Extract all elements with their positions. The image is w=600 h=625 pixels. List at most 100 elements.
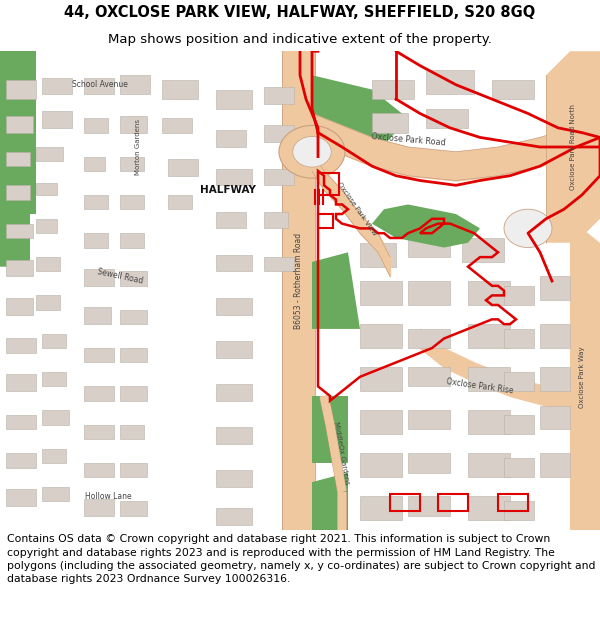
Bar xyxy=(84,157,105,171)
Bar xyxy=(216,89,252,109)
Bar xyxy=(408,329,450,348)
Bar xyxy=(120,233,144,248)
Bar xyxy=(468,368,510,391)
Bar xyxy=(318,173,339,195)
Text: 44, OXCLOSE PARK VIEW, HALFWAY, SHEFFIELD, S20 8GQ: 44, OXCLOSE PARK VIEW, HALFWAY, SHEFFIEL… xyxy=(64,5,536,20)
Bar xyxy=(540,276,570,300)
Bar xyxy=(84,499,114,516)
Bar xyxy=(42,111,72,128)
Bar xyxy=(468,496,510,521)
Bar xyxy=(216,298,252,314)
Bar xyxy=(42,334,66,348)
Text: HALFWAY: HALFWAY xyxy=(200,185,256,195)
Polygon shape xyxy=(312,472,348,530)
Bar xyxy=(120,195,144,209)
Text: Oxclose Park Road: Oxclose Park Road xyxy=(370,131,446,147)
Bar xyxy=(168,195,192,209)
Text: School Avenue: School Avenue xyxy=(72,80,128,89)
Text: Contains OS data © Crown copyright and database right 2021. This information is : Contains OS data © Crown copyright and d… xyxy=(7,534,596,584)
Bar xyxy=(120,386,147,401)
Bar xyxy=(120,501,147,516)
Bar xyxy=(6,415,36,429)
Bar xyxy=(492,80,534,99)
Bar xyxy=(42,487,69,501)
Bar xyxy=(6,374,36,391)
Bar xyxy=(6,259,33,276)
Text: MiddleOx Gardens: MiddleOx Gardens xyxy=(333,421,350,486)
Bar xyxy=(408,496,450,516)
Bar xyxy=(6,116,33,132)
Bar xyxy=(372,80,414,99)
Bar xyxy=(216,341,252,357)
Bar xyxy=(468,453,510,478)
Polygon shape xyxy=(0,185,30,267)
Bar xyxy=(84,463,114,478)
Polygon shape xyxy=(312,75,408,152)
Bar xyxy=(216,169,252,185)
Bar xyxy=(216,212,246,228)
Bar xyxy=(468,281,510,305)
Bar xyxy=(36,296,60,310)
Bar xyxy=(504,372,534,391)
Bar xyxy=(504,329,534,348)
Text: Hollow Lane: Hollow Lane xyxy=(85,492,131,501)
Bar xyxy=(408,281,450,305)
Bar xyxy=(504,286,534,305)
Bar xyxy=(6,453,36,468)
Bar xyxy=(120,75,150,94)
Polygon shape xyxy=(282,51,315,530)
Bar xyxy=(216,427,252,444)
Polygon shape xyxy=(546,51,600,242)
Bar xyxy=(360,242,396,267)
Bar xyxy=(360,496,402,521)
Text: Oxclose Park View: Oxclose Park View xyxy=(336,181,377,237)
Bar xyxy=(84,78,114,94)
Bar xyxy=(84,386,114,401)
Bar xyxy=(216,470,252,487)
Bar xyxy=(540,324,570,348)
Bar xyxy=(216,509,252,525)
Bar xyxy=(264,87,294,104)
Bar xyxy=(408,453,450,472)
Bar xyxy=(42,410,69,424)
Bar xyxy=(360,324,402,348)
Bar xyxy=(462,238,504,262)
Bar xyxy=(42,449,66,463)
Bar xyxy=(120,310,147,324)
Bar xyxy=(84,348,114,362)
Bar xyxy=(84,308,111,324)
Bar xyxy=(540,453,570,478)
Bar xyxy=(84,233,108,248)
Bar xyxy=(36,257,60,271)
Bar xyxy=(84,195,108,209)
Bar xyxy=(6,489,36,506)
Bar xyxy=(216,130,246,147)
Bar xyxy=(6,298,33,314)
Bar xyxy=(360,410,402,434)
Bar xyxy=(36,147,63,161)
Bar xyxy=(120,424,144,439)
Bar xyxy=(540,406,570,429)
Bar xyxy=(84,269,114,286)
Bar xyxy=(408,233,450,257)
Bar xyxy=(372,114,408,132)
Circle shape xyxy=(293,136,331,167)
Bar xyxy=(42,372,66,386)
Bar xyxy=(216,255,252,271)
Bar xyxy=(504,415,534,434)
Bar xyxy=(264,169,294,185)
Bar xyxy=(162,118,192,132)
Bar xyxy=(216,384,252,401)
Bar xyxy=(504,501,534,521)
Bar xyxy=(84,424,114,439)
Bar xyxy=(408,410,450,429)
Circle shape xyxy=(279,126,345,178)
Polygon shape xyxy=(0,51,36,214)
Circle shape xyxy=(504,209,552,248)
Bar xyxy=(390,494,420,511)
Bar xyxy=(120,271,147,286)
Bar xyxy=(426,71,474,94)
Bar xyxy=(36,183,57,195)
Bar xyxy=(438,494,468,511)
Bar xyxy=(120,348,147,362)
